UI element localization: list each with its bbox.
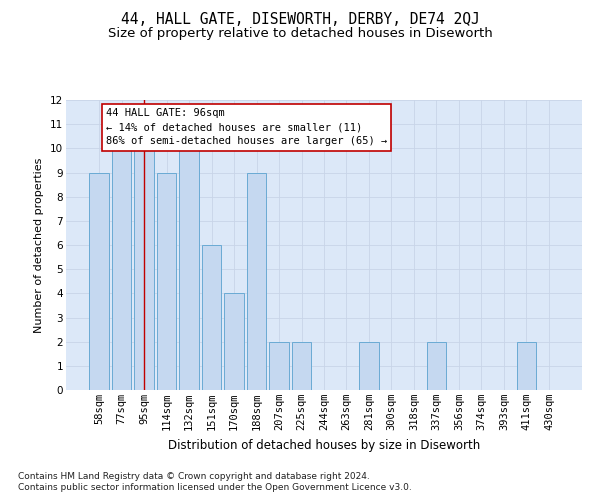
Bar: [247, 172, 266, 390]
Text: Contains public sector information licensed under the Open Government Licence v3: Contains public sector information licen…: [18, 484, 412, 492]
Text: Contains HM Land Registry data © Crown copyright and database right 2024.: Contains HM Land Registry data © Crown c…: [18, 472, 370, 481]
Bar: [224, 294, 244, 390]
Text: 44, HALL GATE, DISEWORTH, DERBY, DE74 2QJ: 44, HALL GATE, DISEWORTH, DERBY, DE74 2Q…: [121, 12, 479, 28]
Y-axis label: Number of detached properties: Number of detached properties: [34, 158, 44, 332]
Bar: [202, 245, 221, 390]
Text: 44 HALL GATE: 96sqm
← 14% of detached houses are smaller (11)
86% of semi-detach: 44 HALL GATE: 96sqm ← 14% of detached ho…: [106, 108, 387, 146]
Bar: [269, 342, 289, 390]
Bar: [427, 342, 446, 390]
Bar: [517, 342, 536, 390]
Text: Size of property relative to detached houses in Diseworth: Size of property relative to detached ho…: [107, 28, 493, 40]
Bar: [89, 172, 109, 390]
X-axis label: Distribution of detached houses by size in Diseworth: Distribution of detached houses by size …: [168, 438, 480, 452]
Bar: [292, 342, 311, 390]
Bar: [179, 148, 199, 390]
Bar: [359, 342, 379, 390]
Bar: [157, 172, 176, 390]
Bar: [134, 148, 154, 390]
Bar: [112, 148, 131, 390]
